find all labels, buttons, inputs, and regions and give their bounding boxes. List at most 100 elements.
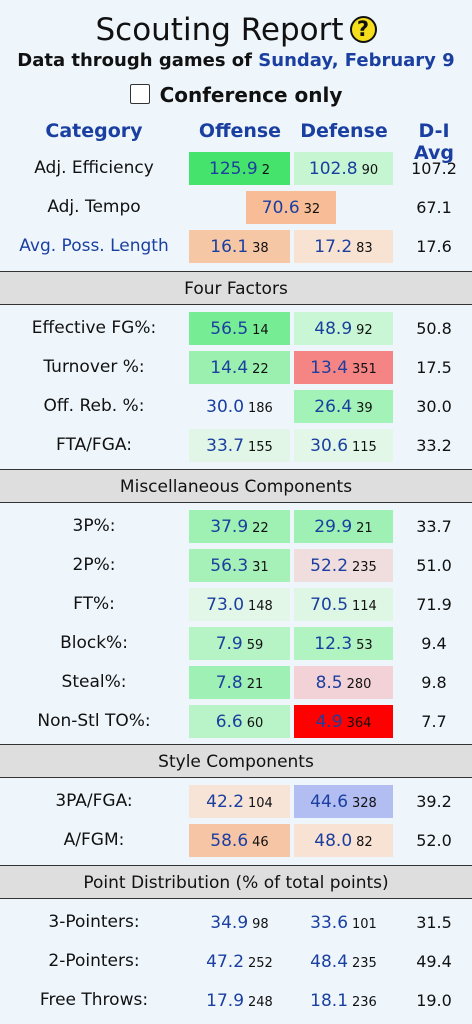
defense-cell-value[interactable]: 48.9 [314,319,353,339]
row-label: Turnover %: [43,357,145,377]
table-row: 3PA/FGA: 42.2 104 44.6 328 39.2 [0,784,472,819]
offense-cell-value[interactable]: 7.9 [215,634,243,654]
column-header-category[interactable]: Category [45,120,143,142]
defense-cell: 17.2 83 [294,230,393,263]
defense-cell-rank: 82 [356,835,373,850]
offense-cell: 30.0 186 [189,390,290,423]
row-label: Steal%: [61,672,127,692]
offense-cell-rank: 59 [246,638,264,653]
defense-cell-value[interactable]: 4.9 [315,712,343,732]
defense-cell-rank: 328 [352,796,377,811]
defense-cell-value[interactable]: 102.8 [308,159,358,179]
defense-cell-value[interactable]: 52.2 [310,556,349,576]
defense-cell: 4.9 364 [294,705,393,738]
offense-cell: 7.9 59 [189,627,290,660]
defense-cell-value[interactable]: 26.4 [314,397,353,417]
offense-cell-value[interactable]: 16.1 [210,237,249,257]
table-row: 2-Pointers: 47.2 252 48.4 235 49.4 [0,944,472,979]
row-label: Effective FG%: [31,318,157,338]
defense-cell: 13.4 351 [294,351,393,384]
table-row: 3P%: 37.9 22 29.9 21 33.7 [0,509,472,544]
offense-cell-value[interactable]: 56.5 [210,319,249,339]
offense-cell-value[interactable]: 17.9 [206,991,245,1011]
defense-cell: 44.6 328 [294,785,393,818]
data-through-date[interactable]: Sunday, February 9 [258,50,455,71]
offense-cell-value[interactable]: 125.9 [209,159,258,179]
offense-cell-value[interactable]: 47.2 [206,952,245,972]
row-label: 2-Pointers: [48,951,140,971]
d1-avg-value: 52.0 [416,831,452,850]
section-header: Four Factors [0,271,472,305]
defense-cell-rank: 280 [346,677,372,692]
defense-cell-rank: 101 [352,917,377,932]
row-label[interactable]: Avg. Poss. Length [19,236,169,256]
defense-cell-rank: 115 [352,440,377,455]
column-header-defense[interactable]: Defense [300,120,388,142]
offense-cell-value[interactable]: 33.7 [206,436,245,456]
defense-cell-rank: 53 [356,638,373,653]
offense-cell-value[interactable]: 30.0 [206,397,245,417]
defense-cell-value[interactable]: 18.1 [310,991,349,1011]
offense-cell-value[interactable]: 56.3 [210,556,249,576]
section-header: Point Distribution (% of total points) [0,865,472,899]
defense-cell-rank: 83 [356,241,373,256]
table-row: Turnover %: 14.4 22 13.4 351 17.5 [0,350,472,385]
defense-cell-value[interactable]: 8.5 [315,673,343,693]
offense-cell-value[interactable]: 7.8 [215,673,243,693]
defense-cell-value[interactable]: 12.3 [314,634,353,654]
offense-cell: 56.5 14 [189,312,290,345]
offense-cell: 125.9 2 [189,152,290,185]
defense-cell-value[interactable]: 17.2 [314,237,353,257]
offense-cell: 73.0 148 [189,588,290,621]
defense-cell: 48.9 92 [294,312,393,345]
offense-cell-rank: 22 [252,362,269,377]
defense-cell-rank: 351 [352,362,377,377]
row-label: 3-Pointers: [48,912,140,932]
offense-cell-rank: 46 [252,835,269,850]
defense-cell-rank: 114 [352,599,377,614]
column-header-d1-avg[interactable]: D-I Avg [413,120,454,164]
defense-cell-value[interactable]: 48.4 [310,952,349,972]
offense-cell: 14.4 22 [189,351,290,384]
offense-cell-value[interactable]: 34.9 [210,913,249,933]
tempo-cell-value[interactable]: 70.6 [261,198,300,218]
table-row: Adj. Efficiency 125.9 2 102.8 90 107.2 [0,151,472,186]
data-through-prefix: Data through games of [17,50,253,71]
row-label: FT%: [73,594,115,614]
d1-avg-value: 9.4 [421,634,447,653]
offense-cell-value[interactable]: 73.0 [206,595,245,615]
conference-only-toggle[interactable]: Conference only [0,83,472,107]
offense-cell-value[interactable]: 42.2 [206,792,245,812]
row-label: Adj. Tempo [47,197,141,217]
offense-cell-rank: 60 [246,716,264,731]
row-label: A/FGM: [63,830,125,850]
defense-cell-value[interactable]: 70.5 [310,595,349,615]
d1-avg-value: 67.1 [416,198,452,217]
offense-cell-rank: 104 [248,796,273,811]
page-title: Scouting Report? [0,10,472,48]
defense-cell-value[interactable]: 30.6 [310,436,349,456]
defense-cell-value[interactable]: 29.9 [314,517,353,537]
offense-cell-rank: 31 [252,560,269,575]
offense-cell-value[interactable]: 6.6 [215,712,243,732]
defense-cell-value[interactable]: 44.6 [310,792,349,812]
defense-cell-value[interactable]: 33.6 [310,913,349,933]
d1-avg-value: 33.2 [416,436,452,455]
offense-cell-value[interactable]: 58.6 [210,831,249,851]
table-row: Free Throws: 17.9 248 18.1 236 19.0 [0,983,472,1018]
help-icon[interactable]: ? [349,16,377,43]
offense-cell-rank: 248 [248,995,273,1010]
table-row: FT%: 73.0 148 70.5 114 71.9 [0,587,472,622]
offense-cell: 56.3 31 [189,549,290,582]
defense-cell-value[interactable]: 48.0 [314,831,353,851]
d1-avg-value: 17.5 [416,358,452,377]
offense-cell: 7.8 21 [189,666,290,699]
offense-cell-value[interactable]: 37.9 [210,517,249,537]
column-header-offense[interactable]: Offense [198,120,282,142]
table-row: Effective FG%: 56.5 14 48.9 92 50.8 [0,311,472,346]
conference-checkbox[interactable] [129,84,150,104]
defense-cell-value[interactable]: 13.4 [310,358,349,378]
section-header: Style Components [0,744,472,778]
defense-cell-rank: 21 [356,521,373,536]
offense-cell-value[interactable]: 14.4 [210,358,249,378]
